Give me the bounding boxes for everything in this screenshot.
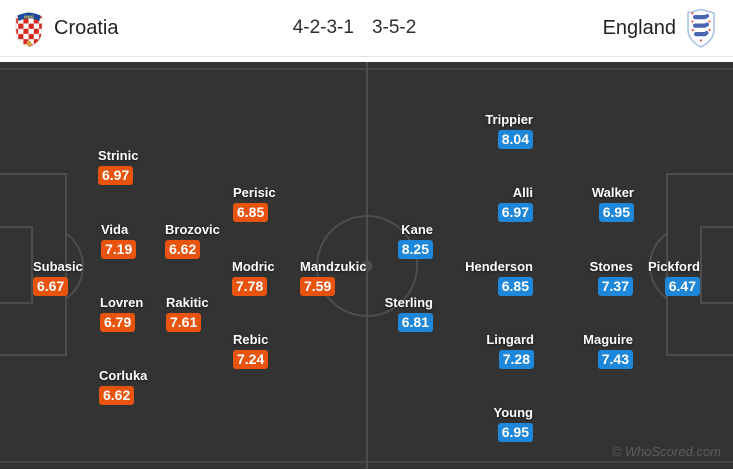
player-rating: 7.61 xyxy=(166,313,202,332)
player-mandzukic[interactable]: Mandzukic 7.59 xyxy=(300,260,366,296)
player-rating: 6.62 xyxy=(165,240,201,259)
player-rating: 7.37 xyxy=(597,277,633,296)
player-rating: 6.62 xyxy=(99,386,135,405)
player-name: Walker xyxy=(591,185,634,200)
player-name: Alli xyxy=(512,185,533,200)
player-rating: 6.67 xyxy=(33,277,69,296)
player-henderson[interactable]: Henderson 6.85 xyxy=(465,260,533,296)
player-pickford[interactable]: Pickford 6.47 xyxy=(648,260,700,296)
player-rating: 8.25 xyxy=(397,240,433,259)
player-corluka[interactable]: Corluka 6.62 xyxy=(99,369,147,405)
player-sterling[interactable]: Sterling 6.81 xyxy=(385,296,433,332)
pitch: © WhoScored.com Subasic 6.67 Strinic 6.97 Vi… xyxy=(0,62,733,469)
home-team-name: Croatia xyxy=(54,16,119,39)
player-strinic[interactable]: Strinic 6.97 xyxy=(98,149,138,185)
player-rating: 7.78 xyxy=(232,277,268,296)
player-lovren[interactable]: Lovren 6.79 xyxy=(100,296,143,332)
player-rating: 6.81 xyxy=(397,313,433,332)
player-stones[interactable]: Stones 7.37 xyxy=(590,260,633,296)
player-maguire[interactable]: Maguire 7.43 xyxy=(583,333,633,369)
player-rating: 6.79 xyxy=(100,313,136,332)
player-subasic[interactable]: Subasic 6.67 xyxy=(33,260,83,296)
player-name: Strinic xyxy=(98,148,139,163)
player-name: Rakitic xyxy=(166,295,209,310)
match-header: HNS Croatia 4-2-3-1 3-5-2 England xyxy=(0,0,733,57)
player-rating: 7.28 xyxy=(498,350,534,369)
player-rating: 6.85 xyxy=(233,203,269,222)
player-trippier[interactable]: Trippier 8.04 xyxy=(485,113,533,149)
player-lingard[interactable]: Lingard 7.28 xyxy=(486,333,534,369)
player-rating: 6.97 xyxy=(497,203,533,222)
player-rating: 6.85 xyxy=(497,277,533,296)
player-name: Trippier xyxy=(485,112,533,127)
player-kane[interactable]: Kane 8.25 xyxy=(397,222,433,259)
england-crest-icon xyxy=(685,7,717,49)
svg-text:HNS: HNS xyxy=(24,15,34,20)
player-modric[interactable]: Modric 7.78 xyxy=(232,260,275,296)
player-name: Rebic xyxy=(233,332,269,347)
player-young[interactable]: Young 6.95 xyxy=(494,406,533,442)
player-name: Maguire xyxy=(583,332,633,347)
player-name: Lingard xyxy=(486,332,534,347)
player-rating: 7.24 xyxy=(233,350,269,369)
croatia-crest-icon: HNS xyxy=(13,7,45,49)
formations: 4-2-3-1 3-5-2 xyxy=(293,17,417,39)
player-name: Brozovic xyxy=(165,222,220,237)
away-team-name: England xyxy=(602,16,676,39)
header-pitch-gap xyxy=(0,57,733,62)
player-walker[interactable]: Walker 6.95 xyxy=(592,186,634,222)
away-team-block: England xyxy=(594,7,717,49)
player-name: Pickford xyxy=(647,259,700,274)
player-name: Subasic xyxy=(33,259,83,274)
player-rebic[interactable]: Rebic 7.24 xyxy=(233,333,268,369)
home-team-block: HNS Croatia xyxy=(13,7,127,49)
player-rating: 6.95 xyxy=(598,203,634,222)
player-name: Mandzukic xyxy=(300,259,367,274)
player-name: Perisic xyxy=(233,185,276,200)
player-rating: 7.19 xyxy=(101,240,137,259)
player-name: Modric xyxy=(232,259,275,274)
player-name: Lovren xyxy=(100,295,144,310)
player-rating: 6.97 xyxy=(98,166,134,185)
player-name: Corluka xyxy=(99,368,148,383)
player-name: Sterling xyxy=(384,295,433,310)
player-rating: 6.47 xyxy=(664,277,700,296)
player-brozovic[interactable]: Brozovic 6.62 xyxy=(165,223,220,259)
player-name: Stones xyxy=(589,259,633,274)
player-perisic[interactable]: Perisic 6.85 xyxy=(233,186,276,222)
away-formation: 3-5-2 xyxy=(371,17,417,38)
player-name: Henderson xyxy=(465,259,533,274)
pitch-markings xyxy=(0,62,733,469)
player-name: Young xyxy=(493,405,533,420)
center-spot xyxy=(361,260,373,272)
player-alli[interactable]: Alli 6.97 xyxy=(497,185,533,222)
player-vida[interactable]: Vida 7.19 xyxy=(101,222,137,259)
player-name: Kane xyxy=(401,222,433,237)
player-rating: 8.04 xyxy=(497,130,533,149)
player-rating: 7.59 xyxy=(300,277,336,296)
home-formation: 4-2-3-1 xyxy=(292,17,354,38)
player-name: Vida xyxy=(101,222,129,237)
player-rating: 7.43 xyxy=(597,350,633,369)
whoscored-watermark: © WhoScored.com xyxy=(611,444,721,459)
player-rating: 6.95 xyxy=(497,423,533,442)
player-rakitic[interactable]: Rakitic 7.61 xyxy=(166,296,209,332)
